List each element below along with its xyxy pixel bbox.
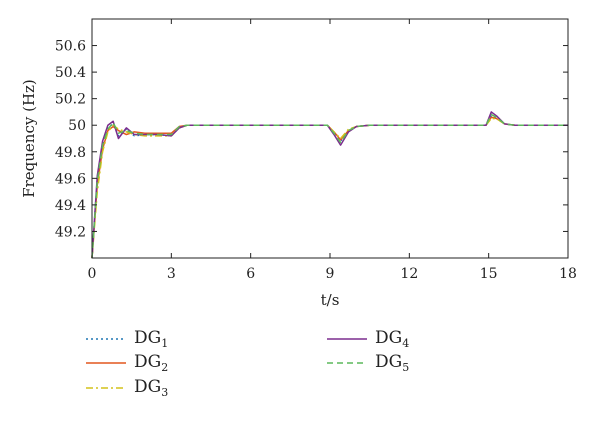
x-tick-label: 18	[559, 266, 577, 282]
y-tick-label: 49.2	[55, 224, 86, 240]
series-layer	[91, 111, 568, 259]
series-line-dg1	[91, 115, 568, 259]
x-tick-label: 3	[167, 266, 176, 282]
y-axis-title: Frequency (Hz)	[20, 79, 38, 198]
y-tick-label: 50.4	[55, 65, 86, 81]
x-tick-label: 9	[326, 266, 335, 282]
y-tick-label: 50.6	[55, 39, 86, 55]
plot-frame	[91, 18, 569, 259]
y-tick-label: 50	[68, 118, 86, 134]
series-line-dg2	[91, 116, 568, 259]
y-tick-label: 49.8	[55, 145, 86, 161]
series-line-dg3	[91, 117, 568, 259]
x-tick-label: 6	[246, 266, 255, 282]
ticks-layer: 0 3 6 9 12 15 18 49.2 49.4 49.6 49.8 50 50.2 50.4 50.6	[55, 19, 577, 282]
x-tick-label: 15	[480, 266, 498, 282]
x-tick-label: 0	[88, 266, 97, 282]
x-axis-title: t/s	[321, 291, 340, 309]
y-tick-label: 50.2	[55, 92, 86, 108]
y-tick-label: 49.6	[55, 171, 86, 187]
series-line-dg5	[91, 113, 568, 259]
y-tick-label: 49.4	[55, 198, 86, 214]
x-tick-label: 12	[400, 266, 418, 282]
